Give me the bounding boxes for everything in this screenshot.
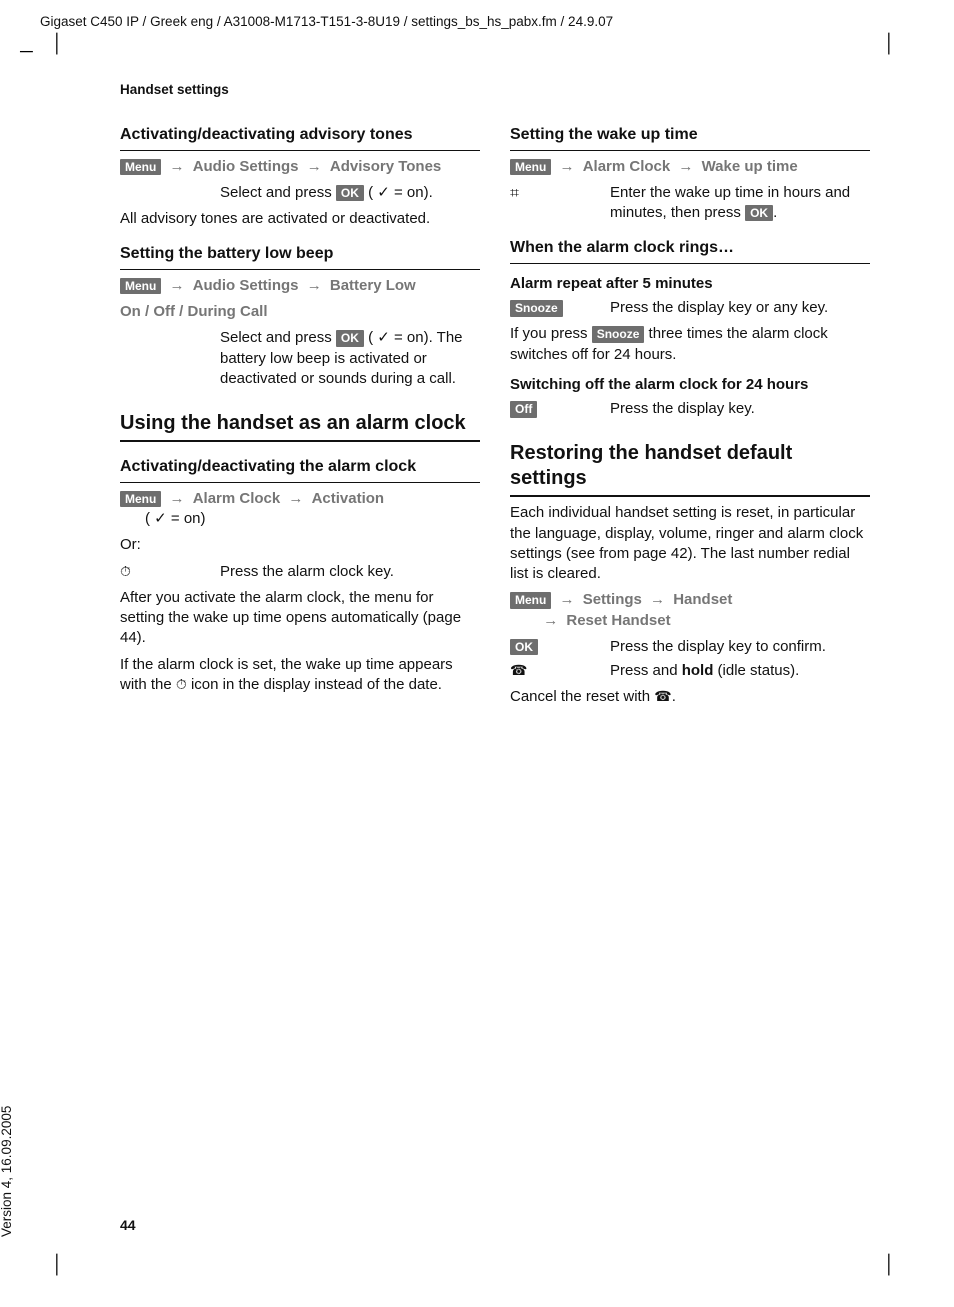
body-text: If you press Snooze three times the alar…	[510, 324, 870, 365]
step-row: Press the alarm clock key.	[120, 562, 480, 582]
ok-key: OK	[745, 205, 773, 221]
crop-mark: │	[884, 1255, 895, 1273]
off-key: Off	[510, 401, 537, 417]
body-text: Select and press OK ( ✓ = on).	[220, 183, 480, 203]
body-text: Or:	[120, 535, 480, 555]
heading-restore-defaults: Restoring the handset default settings	[510, 441, 870, 497]
crop-mark: │	[52, 1255, 63, 1273]
nav-item: Audio Settings	[193, 158, 299, 175]
body-text: If the alarm clock is set, the wake up t…	[120, 655, 480, 696]
step-row: Press and hold (idle status).	[510, 661, 870, 681]
nav-item: Activation	[312, 490, 385, 507]
arrow-icon: →	[166, 158, 189, 175]
version-info: Version 4, 16.09.2005	[0, 1106, 14, 1237]
ok-key: OK	[510, 639, 538, 655]
body-text: Cancel the reset with .	[510, 687, 870, 707]
heading-alarm-clock: Using the handset as an alarm clock	[120, 411, 480, 442]
clock-icon	[120, 563, 131, 580]
menu-path: Menu → Alarm Clock → Activation ( ✓ = on…	[120, 489, 480, 530]
crop-mark: │	[884, 34, 895, 52]
arrow-icon: →	[556, 158, 579, 175]
body-text: Press the display key to confirm.	[610, 637, 870, 657]
body-text: Enter the wake up time in hours and minu…	[610, 183, 870, 224]
arrow-icon: →	[556, 591, 579, 608]
menu-key: Menu	[510, 159, 551, 175]
body-text: After you activate the alarm clock, the …	[120, 588, 480, 649]
menu-path: Menu → Audio Settings → Battery Low	[120, 276, 480, 296]
nav-item: Battery Low	[330, 277, 416, 294]
step-row: OK Press the display key to confirm.	[510, 637, 870, 657]
arrow-icon: →	[674, 158, 697, 175]
page-number: 44	[120, 1217, 136, 1233]
arrow-icon: →	[646, 591, 669, 608]
body-text: Each individual handset setting is reset…	[510, 503, 870, 584]
arrow-icon: →	[166, 490, 189, 507]
clock-icon	[176, 676, 187, 693]
arrow-icon: →	[166, 277, 189, 294]
heading-alarm-rings: When the alarm clock rings…	[510, 237, 870, 264]
ok-key: OK	[336, 185, 364, 201]
right-column: Setting the wake up time Menu → Alarm Cl…	[510, 110, 870, 714]
heading-alarm-activation: Activating/deactivating the alarm clock	[120, 456, 480, 483]
heading-advisory-tones: Activating/deactivating advisory tones	[120, 124, 480, 151]
arrow-icon: →	[303, 158, 326, 175]
hangup-icon	[654, 688, 671, 705]
snooze-key: Snooze	[510, 300, 563, 316]
heading-wake-up: Setting the wake up time	[510, 124, 870, 151]
step-row: Off Press the display key.	[510, 399, 870, 419]
menu-key: Menu	[120, 491, 161, 507]
hangup-icon	[510, 662, 527, 679]
menu-key: Menu	[120, 278, 161, 294]
nav-item: Settings	[583, 591, 642, 608]
body-text: All advisory tones are activated or deac…	[120, 209, 480, 229]
subheading-repeat: Alarm repeat after 5 minutes	[510, 274, 870, 294]
heading-battery-low: Setting the battery low beep	[120, 243, 480, 270]
ok-key: OK	[336, 330, 364, 346]
body-text: Press the alarm clock key.	[220, 562, 480, 582]
nav-item: Advisory Tones	[330, 158, 441, 175]
menu-path: Menu → Settings → Handset → Reset Handse…	[510, 590, 870, 631]
nav-item: Reset Handset	[566, 612, 670, 629]
arrow-icon: →	[539, 612, 562, 629]
nav-item: Wake up time	[702, 158, 798, 175]
arrow-icon: →	[284, 490, 307, 507]
option-list: On / Off / During Call	[120, 302, 480, 322]
step-row: Snooze Press the display key or any key.	[510, 298, 870, 318]
menu-path: Menu → Alarm Clock → Wake up time	[510, 157, 870, 177]
step-row: Enter the wake up time in hours and minu…	[510, 183, 870, 224]
keypad-icon	[510, 185, 519, 202]
nav-item: Audio Settings	[193, 277, 299, 294]
nav-item: Alarm Clock	[583, 158, 671, 175]
menu-key: Menu	[120, 159, 161, 175]
body-text: Press the display key or any key.	[610, 298, 870, 318]
arrow-icon: →	[303, 277, 326, 294]
subheading-switchoff: Switching off the alarm clock for 24 hou…	[510, 375, 870, 395]
crop-mark: ─	[20, 42, 33, 60]
nav-item: Handset	[673, 591, 732, 608]
nav-item: Alarm Clock	[193, 490, 281, 507]
body-text: Press the display key.	[610, 399, 870, 419]
section-label: Handset settings	[120, 82, 229, 97]
doc-header: Gigaset C450 IP / Greek eng / A31008-M17…	[40, 14, 924, 29]
menu-path: Menu → Audio Settings → Advisory Tones	[120, 157, 480, 177]
menu-key: Menu	[510, 592, 551, 608]
left-column: Activating/deactivating advisory tones M…	[120, 110, 480, 714]
crop-mark: │	[52, 34, 63, 52]
snooze-key: Snooze	[592, 326, 645, 342]
body-text: Select and press OK ( ✓ = on). The batte…	[220, 328, 480, 389]
body-text: Press and hold (idle status).	[610, 661, 870, 681]
